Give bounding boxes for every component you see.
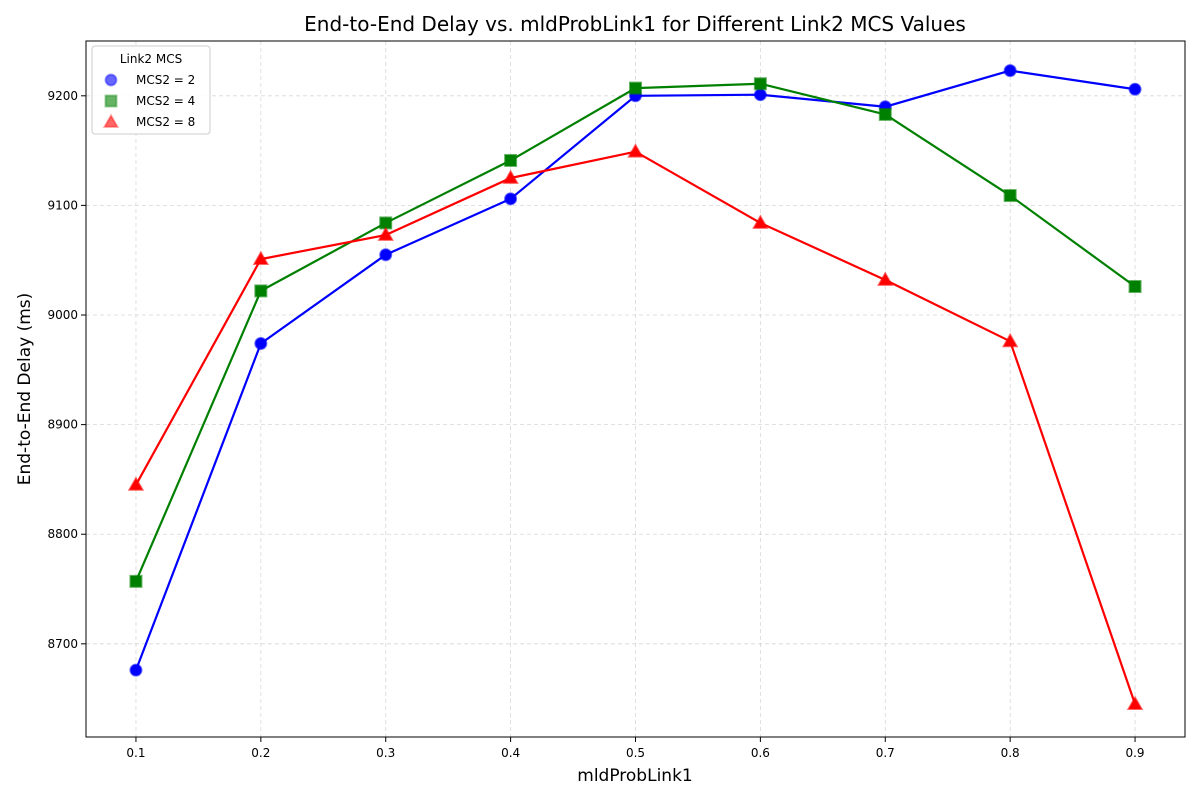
data-point [877, 271, 894, 286]
data-point [379, 248, 393, 262]
x-tick-label: 0.3 [376, 746, 395, 760]
y-tick-label: 8900 [47, 418, 78, 432]
y-tick-label: 9100 [47, 198, 78, 212]
axes: 0.1 0.2 0.3 0.4 0.5 0.6 0.7 0.8 0.9 8700 8800 8900 9… [47, 89, 1144, 760]
x-tick-label: 0.5 [626, 746, 645, 760]
data-point [129, 663, 143, 677]
series-1 [129, 64, 1142, 677]
data-point [252, 250, 270, 265]
x-axis-label: mldProbLink1 [577, 766, 692, 786]
legend-marker [102, 113, 120, 128]
x-tick-label: 0.1 [126, 746, 145, 760]
data-point [377, 226, 394, 241]
data-point [1126, 695, 1144, 710]
x-tick-label: 0.8 [1001, 746, 1020, 760]
y-tick-label: 8800 [47, 527, 78, 541]
data-point [1003, 64, 1017, 78]
x-tick-label: 0.6 [751, 746, 770, 760]
x-tick-label: 0.4 [501, 746, 520, 760]
y-tick-label: 9200 [47, 89, 78, 103]
data-point [1128, 280, 1142, 294]
y-tick-label: 8700 [47, 637, 78, 651]
data-point [129, 574, 143, 588]
data-point [504, 153, 518, 167]
data-point [627, 143, 644, 158]
legend: Link2 MCS MCS2 = 2 MCS2 = 4 MCS2 = 8 [91, 45, 211, 135]
data-point [127, 476, 145, 491]
data-point [254, 337, 268, 351]
data-point [753, 77, 767, 91]
legend-title: Link2 MCS [120, 52, 182, 66]
chart-title: End-to-End Delay vs. mldProbLink1 for Di… [304, 12, 966, 36]
series-3 [127, 143, 1144, 710]
legend-marker [104, 73, 118, 87]
data-point [1001, 332, 1019, 348]
legend-label: MCS2 = 2 [136, 73, 195, 87]
series-2 [129, 77, 1142, 588]
data-point [752, 214, 769, 229]
x-tick-label: 0.9 [1125, 746, 1144, 760]
y-tick-label: 9000 [47, 308, 78, 322]
data-point [878, 107, 892, 121]
data-point [502, 169, 519, 184]
x-tick-label: 0.7 [876, 746, 895, 760]
x-tick-label: 0.2 [251, 746, 270, 760]
legend-label: MCS2 = 8 [136, 115, 195, 129]
legend-box [91, 45, 211, 135]
data-point [753, 88, 767, 102]
legend-label: MCS2 = 4 [136, 94, 195, 108]
series-layer [127, 64, 1144, 710]
data-point [1128, 82, 1142, 96]
data-point [504, 192, 518, 206]
y-axis-label: End-to-End Delay (ms) [15, 293, 35, 486]
data-point [254, 284, 268, 298]
data-point [629, 81, 642, 95]
legend-marker [104, 94, 118, 108]
data-point [1003, 189, 1017, 203]
